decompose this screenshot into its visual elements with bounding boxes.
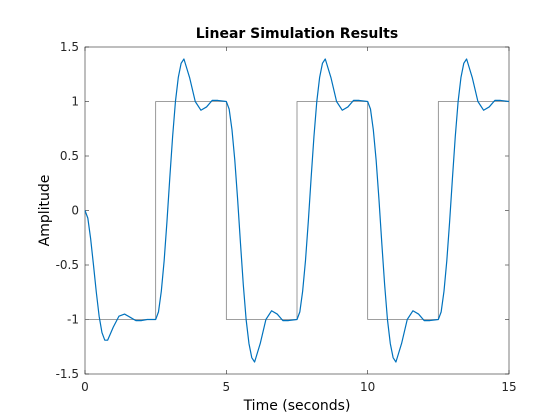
y-tick-label: -1.5	[56, 367, 79, 381]
x-tick-label: 15	[501, 380, 516, 394]
y-tick-label: 1.5	[60, 40, 79, 54]
input-signal-line	[85, 101, 510, 320]
x-tick-label: 10	[360, 380, 375, 394]
y-tick-label: -0.5	[56, 258, 79, 272]
chart-title: Linear Simulation Results	[196, 26, 398, 42]
y-tick-label: 0	[71, 204, 79, 218]
tick-marks	[84, 46, 510, 375]
x-axis-label: Time (seconds)	[243, 398, 351, 414]
y-tick-label: -1	[67, 313, 79, 327]
y-tick-labels: -1.5 -1 -0.5 0 0.5 1 1.5	[56, 40, 79, 381]
y-tick-label: 1	[71, 95, 79, 109]
x-tick-labels: 0 5 10 15	[81, 380, 516, 394]
x-tick-label: 5	[223, 380, 231, 394]
series-layer	[84, 58, 510, 363]
y-axis-label: Amplitude	[37, 175, 53, 247]
response-line	[84, 58, 510, 363]
x-tick-label: 0	[81, 380, 89, 394]
y-tick-label: 0.5	[60, 149, 79, 163]
